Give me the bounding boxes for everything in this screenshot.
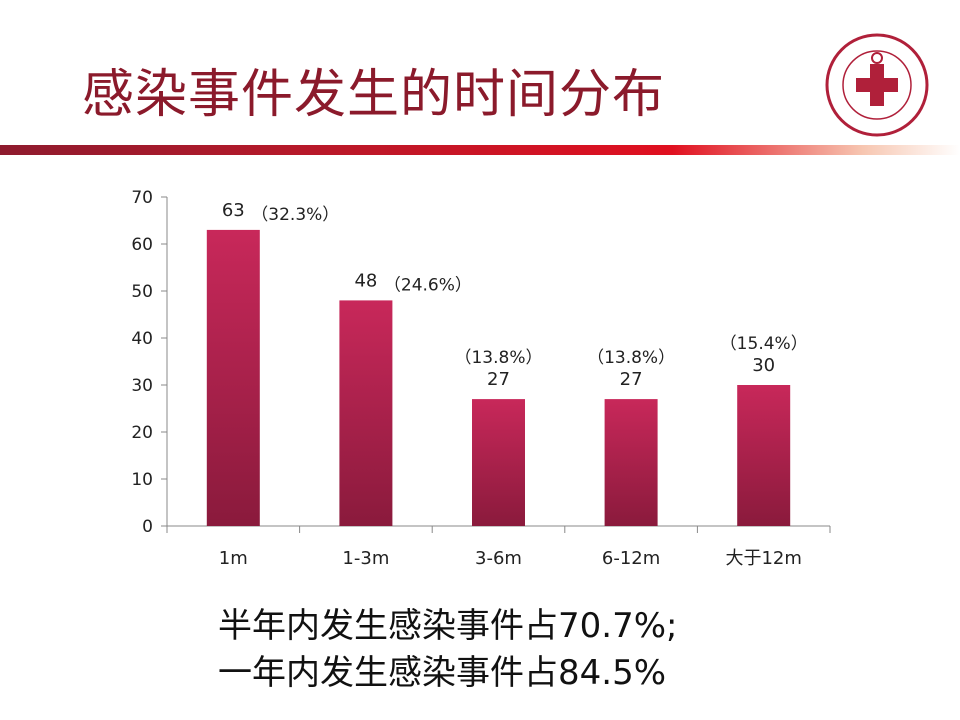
y-tick-label: 40 (131, 329, 153, 349)
percent-label: （32.3%） (251, 205, 339, 225)
summary-line-1: 半年内发生感染事件占70.7%; (218, 606, 678, 646)
value-label: 48 (354, 270, 377, 291)
bar-1m (206, 229, 260, 526)
bar-3-6m (472, 399, 525, 526)
y-tick-label: 10 (131, 470, 153, 490)
y-tick-label: 50 (131, 282, 153, 302)
y-tick-label: 0 (142, 517, 153, 537)
y-tick-label: 20 (131, 423, 153, 443)
bar-chart: 0 10 20 30 40 50 60 70 1m 63 （32.3%） 1-3m 48 （24.6%） 3… (131, 188, 831, 569)
percent-label: （24.6%） (384, 275, 472, 295)
x-tick-label: 大于12m (725, 548, 801, 569)
x-tick-label: 3-6m (475, 548, 522, 569)
y-tick-label: 70 (131, 188, 153, 208)
y-tick-label: 60 (131, 235, 153, 255)
x-tick-label: 1-3m (342, 548, 389, 569)
value-label: 30 (752, 355, 775, 376)
header-divider (0, 145, 960, 155)
cross-icon (856, 64, 898, 106)
value-label: 63 (222, 200, 245, 221)
y-tick-label: 30 (131, 376, 153, 396)
bar-大于12m (737, 385, 791, 526)
percent-label: （13.8%） (454, 348, 542, 368)
bar-1-3m (339, 300, 393, 526)
x-tick-label: 1m (219, 548, 248, 569)
slide-title: 感染事件发生的时间分布 (82, 65, 666, 125)
value-label: 27 (620, 369, 643, 390)
bar-6-12m (604, 399, 658, 526)
hospital-logo (825, 33, 929, 137)
x-tick-label: 6-12m (602, 548, 660, 569)
percent-label: （15.4%） (720, 334, 808, 354)
value-label: 27 (487, 369, 510, 390)
summary-line-2: 一年内发生感染事件占84.5% (218, 653, 667, 693)
percent-label: （13.8%） (587, 348, 675, 368)
